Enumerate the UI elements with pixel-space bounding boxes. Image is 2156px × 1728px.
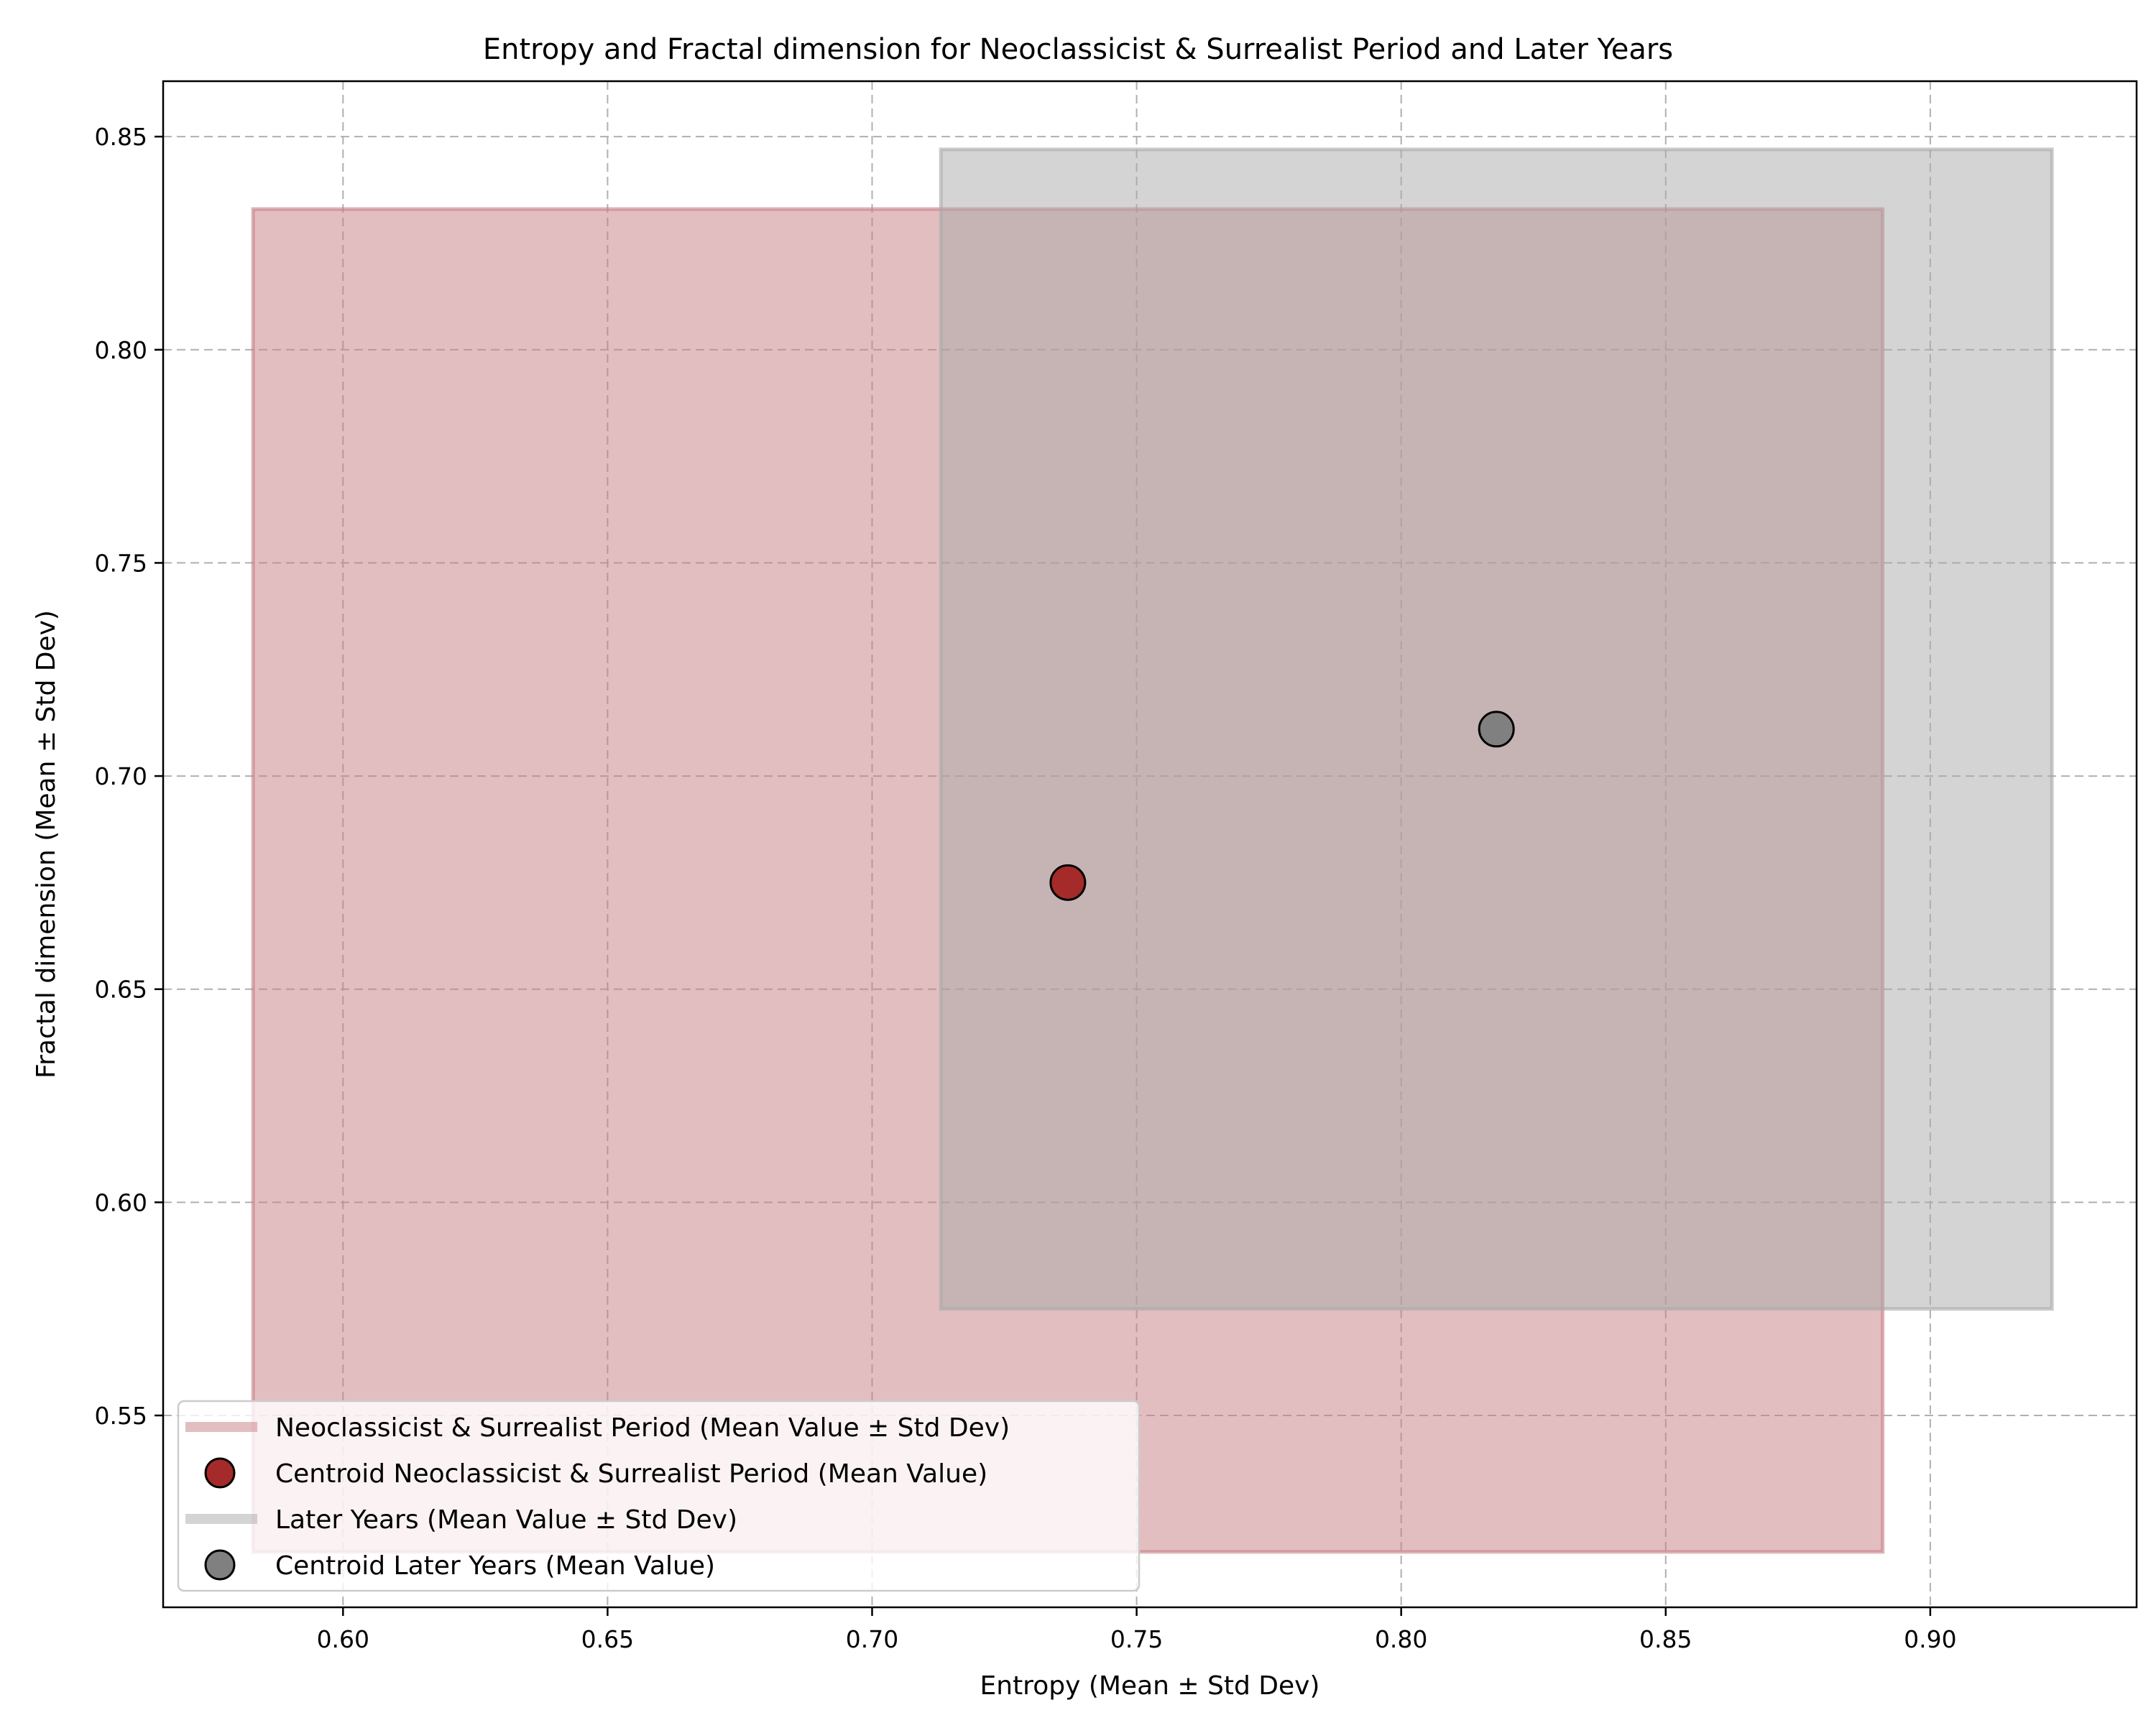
x-tick-label: 0.80 xyxy=(1375,1625,1427,1653)
axis-ticks: 0.60 0.65 0.70 0.75 0.80 0.85 0.90 0.55 0.60 0.65… xyxy=(95,123,1957,1653)
y-tick-label: 0.80 xyxy=(95,336,147,364)
x-tick-label: 0.85 xyxy=(1639,1625,1692,1653)
centroid-point-3 xyxy=(1478,711,1515,748)
y-tick-label: 0.55 xyxy=(95,1402,147,1430)
y-tick-label: 0.65 xyxy=(95,976,147,1004)
legend-entry-label: Neoclassicist & Surrealist Period (Mean … xyxy=(275,1413,1010,1443)
x-tick-label: 0.75 xyxy=(1110,1625,1163,1653)
legend-entry-label: Centroid Neoclassicist & Surrealist Peri… xyxy=(275,1459,987,1489)
legend: Neoclassicist & Surrealist Period (Mean … xyxy=(177,1400,1141,1592)
legend-entry-label: Later Years (Mean Value ± Std Dev) xyxy=(275,1505,737,1535)
y-tick-label: 0.85 xyxy=(95,123,147,151)
y-tick-label: 0.75 xyxy=(95,549,147,577)
legend-swatch-marker xyxy=(204,1549,236,1581)
legend-box xyxy=(177,1400,1141,1592)
x-axis-label: Entropy (Mean ± Std Dev) xyxy=(980,1671,1320,1701)
centroid-point-1 xyxy=(1049,864,1087,901)
y-tick-label: 0.70 xyxy=(95,762,147,790)
y-axis-label: Fractal dimension (Mean ± Std Dev) xyxy=(32,610,61,1078)
x-tick-label: 0.65 xyxy=(581,1625,634,1653)
legend-swatch-marker xyxy=(204,1457,236,1489)
legend-entry-label: Centroid Later Years (Mean Value) xyxy=(275,1551,715,1581)
x-tick-label: 0.90 xyxy=(1904,1625,1956,1653)
y-tick-label: 0.60 xyxy=(95,1188,147,1216)
x-tick-label: 0.70 xyxy=(846,1625,898,1653)
centroids xyxy=(1049,711,1515,901)
chart-title: Entropy and Fractal dimension for Neocla… xyxy=(483,33,1673,66)
plot-frame xyxy=(162,80,2138,1609)
range-boxes xyxy=(251,147,2054,1554)
x-tick-label: 0.60 xyxy=(317,1625,369,1653)
